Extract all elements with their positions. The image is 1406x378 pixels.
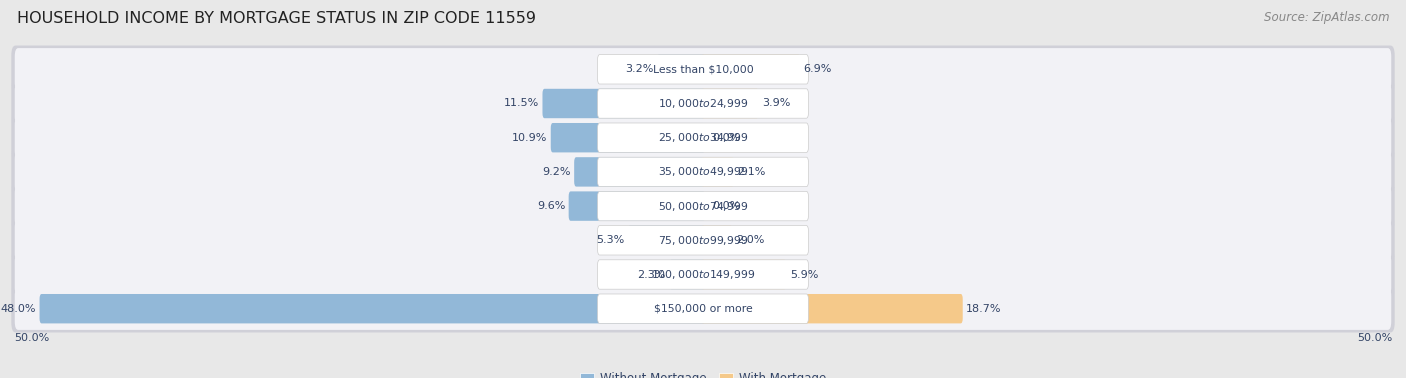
FancyBboxPatch shape	[702, 54, 800, 84]
FancyBboxPatch shape	[14, 82, 1392, 125]
Text: 2.1%: 2.1%	[738, 167, 766, 177]
Text: $75,000 to $99,999: $75,000 to $99,999	[658, 234, 748, 247]
FancyBboxPatch shape	[702, 226, 733, 255]
Text: 3.9%: 3.9%	[762, 99, 790, 108]
Text: 6.9%: 6.9%	[804, 64, 832, 74]
Text: 50.0%: 50.0%	[14, 333, 49, 342]
Text: $10,000 to $24,999: $10,000 to $24,999	[658, 97, 748, 110]
FancyBboxPatch shape	[628, 226, 704, 255]
FancyBboxPatch shape	[11, 182, 1395, 230]
FancyBboxPatch shape	[14, 253, 1392, 296]
FancyBboxPatch shape	[702, 260, 786, 289]
FancyBboxPatch shape	[574, 157, 704, 187]
Text: 9.6%: 9.6%	[537, 201, 565, 211]
Text: 9.2%: 9.2%	[543, 167, 571, 177]
FancyBboxPatch shape	[14, 288, 1392, 330]
FancyBboxPatch shape	[598, 226, 808, 255]
FancyBboxPatch shape	[598, 123, 808, 152]
FancyBboxPatch shape	[11, 251, 1395, 298]
FancyBboxPatch shape	[11, 217, 1395, 264]
Text: 0.0%: 0.0%	[713, 133, 741, 143]
Text: 11.5%: 11.5%	[503, 99, 538, 108]
FancyBboxPatch shape	[598, 89, 808, 118]
Text: 5.9%: 5.9%	[790, 270, 818, 279]
FancyBboxPatch shape	[14, 219, 1392, 262]
Text: 48.0%: 48.0%	[0, 304, 37, 314]
Text: $50,000 to $74,999: $50,000 to $74,999	[658, 200, 748, 212]
FancyBboxPatch shape	[702, 294, 963, 324]
Text: $150,000 or more: $150,000 or more	[654, 304, 752, 314]
FancyBboxPatch shape	[598, 157, 808, 187]
Text: 50.0%: 50.0%	[1357, 333, 1392, 342]
Text: 18.7%: 18.7%	[966, 304, 1001, 314]
Text: 0.0%: 0.0%	[713, 201, 741, 211]
FancyBboxPatch shape	[11, 45, 1395, 93]
Text: 3.2%: 3.2%	[626, 64, 654, 74]
FancyBboxPatch shape	[669, 260, 704, 289]
FancyBboxPatch shape	[598, 191, 808, 221]
Text: $100,000 to $149,999: $100,000 to $149,999	[651, 268, 755, 281]
FancyBboxPatch shape	[702, 89, 759, 118]
Text: 2.0%: 2.0%	[737, 235, 765, 245]
Text: $25,000 to $34,999: $25,000 to $34,999	[658, 131, 748, 144]
FancyBboxPatch shape	[14, 151, 1392, 193]
FancyBboxPatch shape	[11, 80, 1395, 127]
FancyBboxPatch shape	[39, 294, 704, 324]
Text: Source: ZipAtlas.com: Source: ZipAtlas.com	[1264, 11, 1389, 24]
FancyBboxPatch shape	[702, 157, 734, 187]
FancyBboxPatch shape	[14, 116, 1392, 159]
FancyBboxPatch shape	[11, 114, 1395, 161]
FancyBboxPatch shape	[657, 54, 704, 84]
Text: 5.3%: 5.3%	[596, 235, 624, 245]
Text: 10.9%: 10.9%	[512, 133, 547, 143]
FancyBboxPatch shape	[598, 54, 808, 84]
FancyBboxPatch shape	[11, 148, 1395, 196]
Text: $35,000 to $49,999: $35,000 to $49,999	[658, 166, 748, 178]
FancyBboxPatch shape	[14, 48, 1392, 90]
FancyBboxPatch shape	[598, 260, 808, 289]
Text: 2.3%: 2.3%	[637, 270, 666, 279]
Text: Less than $10,000: Less than $10,000	[652, 64, 754, 74]
FancyBboxPatch shape	[14, 185, 1392, 227]
FancyBboxPatch shape	[551, 123, 704, 152]
FancyBboxPatch shape	[11, 285, 1395, 333]
FancyBboxPatch shape	[598, 294, 808, 324]
FancyBboxPatch shape	[543, 89, 704, 118]
Text: HOUSEHOLD INCOME BY MORTGAGE STATUS IN ZIP CODE 11559: HOUSEHOLD INCOME BY MORTGAGE STATUS IN Z…	[17, 11, 536, 26]
FancyBboxPatch shape	[568, 191, 704, 221]
Legend: Without Mortgage, With Mortgage: Without Mortgage, With Mortgage	[575, 367, 831, 378]
